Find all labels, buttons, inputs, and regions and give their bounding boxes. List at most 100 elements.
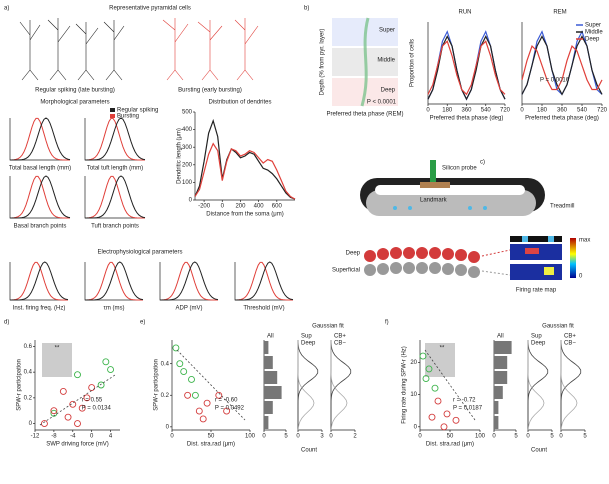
label: Bursting (early bursting): [178, 88, 242, 94]
point: [97, 381, 105, 389]
y-axis-label: SPW-r participation: [17, 359, 23, 411]
x-tick-label: 5: [550, 434, 554, 440]
point: [223, 407, 231, 415]
x-axis-label: Inst. firing freq. (Hz): [13, 306, 66, 312]
x-tick-label: 100: [245, 434, 256, 440]
panel-label: c): [480, 160, 485, 166]
label: Deep: [346, 251, 361, 257]
label: CB+: [564, 334, 576, 340]
x-axis-label: SWP driving force (mV): [46, 442, 109, 448]
fit-curve: [84, 175, 146, 219]
fit-curve: [234, 261, 294, 301]
x-axis-label: Dist. stra.rad (μm): [187, 442, 235, 448]
hist-bar: [494, 341, 512, 354]
label: CB−: [334, 341, 346, 347]
x-tick-label: -12: [31, 434, 40, 440]
fit-curve: [9, 261, 69, 301]
x-tick-label: 4: [109, 434, 113, 440]
y-tick-label: 0.2: [161, 393, 170, 399]
y-tick-label: 400: [182, 127, 193, 133]
fit-curve: [84, 261, 144, 301]
label: Sup: [301, 334, 312, 340]
section-title: Morphological parameters: [40, 100, 109, 106]
point: [184, 391, 192, 399]
y-tick-label: 200: [182, 162, 193, 168]
point: [78, 404, 86, 412]
hist-title: All: [497, 334, 504, 340]
x-tick-label: 180: [442, 108, 453, 114]
hist-bar: [264, 416, 269, 429]
x-tick-label: 0: [329, 434, 333, 440]
y-tick-label: 0: [166, 424, 170, 430]
axes: [84, 262, 143, 301]
x-tick-label: -4: [70, 434, 76, 440]
x-tick-label: 50: [208, 434, 215, 440]
stat: P = 0.0016: [540, 78, 570, 84]
fit-curve: [234, 261, 294, 301]
x-axis-label: Count: [301, 448, 317, 454]
y-tick-label: 0.4: [24, 370, 33, 376]
fit-curve: [330, 340, 348, 431]
hist-bar: [264, 341, 269, 354]
neuron-sketches: [19, 18, 125, 81]
axes: [9, 118, 70, 161]
point: [195, 407, 203, 415]
panel-label: e): [140, 320, 145, 326]
x-tick-label: 540: [481, 108, 492, 114]
hist-title: All: [267, 334, 274, 340]
point: [69, 400, 77, 408]
hist-bar: [494, 371, 508, 384]
line: [521, 45, 603, 91]
point: [74, 420, 81, 428]
y-tick-label: 100: [182, 180, 193, 186]
point: [419, 352, 427, 360]
axes: [330, 340, 355, 431]
fit-line: [176, 349, 246, 421]
hist-bar: [494, 386, 503, 399]
x-tick-label: -8: [51, 434, 57, 440]
x-axis-label: Preferred theta phase (REM): [326, 112, 403, 118]
legend-label: Bursting: [117, 114, 139, 120]
line: [194, 118, 296, 200]
line: [194, 142, 296, 200]
x-axis-label: Dist. stra.rad (μm): [426, 442, 474, 448]
fit-curve: [560, 339, 582, 430]
x-tick-label: 0: [296, 434, 300, 440]
axes: [84, 118, 145, 161]
stat: P = 0.0492: [215, 406, 245, 412]
fit-curve: [9, 175, 71, 219]
fit-curve: [159, 261, 219, 301]
label: Deep: [531, 341, 546, 347]
stat: r = -0.60: [215, 398, 238, 404]
point: [434, 397, 442, 405]
y-tick-label: 0.4: [161, 361, 170, 367]
panel-label: d): [4, 320, 9, 326]
x-axis-label: Threshold (mV): [243, 306, 284, 312]
panel-title: Representative pyramidal cells: [109, 6, 191, 12]
fit-curve: [9, 117, 71, 161]
inset-box: [42, 343, 72, 377]
label: Regular spiking (late bursting): [35, 88, 115, 94]
point: [176, 360, 184, 368]
axes: [9, 262, 68, 301]
point: [425, 365, 433, 373]
x-axis-label: Total tuft length (mm): [87, 166, 143, 172]
cell-layer-drawing: [364, 247, 511, 278]
x-tick-label: 0: [520, 108, 524, 114]
point: [199, 415, 207, 423]
legend-label: Super: [585, 23, 601, 29]
fit-curve: [560, 340, 578, 431]
x-axis-label: Preferred theta phase (deg): [430, 116, 504, 122]
x-axis-label: τm (ms): [103, 306, 124, 312]
x-tick-label: 360: [461, 108, 472, 114]
x-tick-label: 3: [320, 434, 324, 440]
fit-curve: [159, 261, 219, 301]
fit-curve: [84, 117, 146, 161]
axes: [9, 176, 70, 219]
x-tick-label: 0: [426, 108, 430, 114]
x-axis-label: ADP (mV): [176, 306, 203, 312]
point: [88, 384, 96, 392]
axes: [527, 340, 552, 431]
x-tick-label: 400: [254, 204, 265, 210]
